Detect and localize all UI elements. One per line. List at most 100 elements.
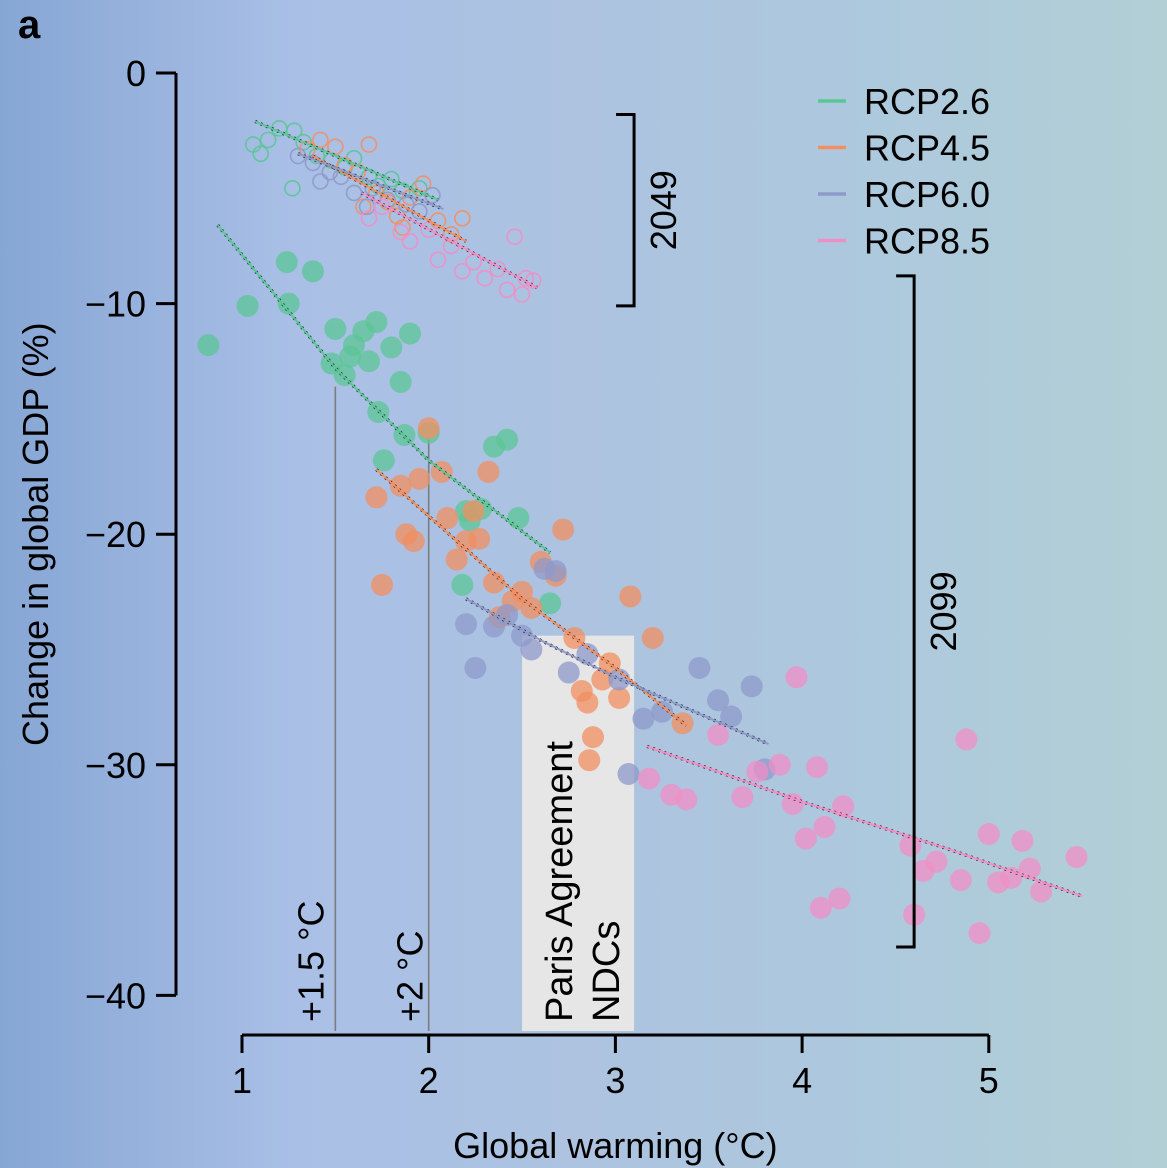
point-2099-rcp60-13 (651, 700, 674, 723)
point-2099-rcp26-0 (197, 334, 220, 357)
point-2049-rcp85-0 (360, 209, 378, 227)
point-2099-rcp26-18 (399, 322, 422, 345)
point-2049-rcp85-7 (454, 263, 471, 280)
point-2099-rcp60-15 (707, 689, 730, 712)
point-2099-rcp26-20 (451, 573, 474, 596)
panel-label: a (18, 3, 41, 47)
point-2099-rcp26-25 (496, 428, 519, 451)
point-2099-rcp85-27 (1030, 880, 1053, 903)
point-2099-rcp85-20 (955, 728, 978, 751)
point-2099-rcp60-11 (617, 763, 640, 786)
point-2099-rcp60-5 (520, 638, 543, 661)
point-2099-rcp45-21 (552, 518, 575, 541)
y-tick-label: −40 (85, 975, 146, 1016)
point-2099-rcp60-3 (496, 603, 519, 626)
point-2099-rcp85-11 (809, 896, 832, 919)
point-2099-rcp60-17 (740, 675, 763, 698)
point-2099-rcp45-13 (477, 460, 500, 483)
point-2099-rcp45-30 (619, 585, 642, 608)
point-2099-rcp45-9 (445, 548, 468, 571)
fit-line-2099-rcp60 (465, 597, 769, 745)
point-2099-rcp45-2 (389, 474, 412, 497)
point-2099-rcp85-13 (828, 887, 851, 910)
point-2099-rcp45-8 (436, 507, 459, 530)
point-2099-rcp26-3 (277, 292, 300, 315)
point-2099-rcp85-6 (768, 753, 791, 776)
point-2099-rcp45-24 (576, 691, 599, 714)
point-2099-rcp85-9 (794, 827, 817, 850)
bracket-2049 (616, 113, 636, 308)
point-2099-rcp85-3 (707, 723, 730, 746)
fit-line-2049-rcp85 (361, 192, 538, 289)
point-2099-rcp26-27 (539, 592, 562, 615)
point-2099-rcp85-4 (731, 786, 754, 809)
point-2099-rcp45-25 (581, 726, 604, 749)
point-2099-rcp60-8 (557, 661, 580, 684)
point-2099-rcp26-15 (380, 336, 403, 359)
threshold-label-15: +1.5 °C (290, 901, 331, 1022)
y-tick-label: 0 (126, 53, 146, 94)
x-tick-label: 4 (792, 1060, 812, 1101)
fit-line-2099-rcp26 (216, 224, 551, 554)
legend-label-rcp45: RCP4.5 (864, 128, 990, 169)
point-2099-rcp85-26 (1018, 857, 1041, 880)
point-2049-rcp26-1 (259, 131, 277, 149)
point-2099-rcp45-12 (468, 527, 491, 550)
point-2049-rcp60-10 (312, 173, 329, 190)
legend-label-rcp26: RCP2.6 (864, 81, 990, 122)
threshold-lines (334, 386, 430, 1031)
point-2099-rcp85-5 (746, 760, 769, 783)
point-2099-rcp60-14 (688, 656, 711, 679)
point-2049-rcp85-5 (429, 251, 447, 269)
point-2099-rcp45-4 (402, 530, 425, 553)
point-2099-rcp26-12 (365, 311, 388, 334)
bracket-label-2099: 2099 (923, 571, 964, 651)
point-2099-rcp26-11 (357, 350, 380, 373)
y-axis: 0 −10 −20 −30 −40 (85, 53, 178, 1016)
bracket-line (896, 274, 916, 949)
y-tick-label: −30 (85, 745, 146, 786)
x-tick-label: 3 (605, 1060, 625, 1101)
bracket-line (616, 113, 636, 308)
point-2099-rcp85-14 (832, 795, 855, 818)
point-2099-rcp60-7 (544, 560, 567, 583)
fit-line-2049-rcp26 (254, 120, 439, 201)
ndc-label-line1: Paris Agreement (539, 741, 581, 1022)
point-2099-rcp45-11 (462, 500, 485, 523)
point-2099-rcp26-14 (372, 449, 395, 472)
ndc-label-line2: NDCs (586, 921, 628, 1022)
point-2049-rcp45-5 (360, 136, 378, 153)
point-2099-rcp45-6 (417, 417, 440, 440)
point-2099-rcp45-5 (408, 467, 431, 490)
x-axis: 1 2 3 4 5 (232, 1033, 999, 1101)
y-axis-label: Change in global GDP (%) (15, 322, 56, 746)
point-2049-rcp45-13 (454, 209, 471, 227)
x-tick-label: 2 (419, 1060, 439, 1101)
y-tick-label: −10 (85, 284, 146, 325)
point-2099-rcp26-4 (301, 260, 324, 283)
point-2099-rcp85-21 (968, 922, 991, 945)
point-2099-rcp26-2 (275, 251, 298, 274)
point-2099-rcp60-0 (455, 613, 478, 636)
point-2049-rcp85-9 (476, 269, 494, 287)
bracket-2099 (896, 274, 916, 949)
legend-label-rcp85: RCP8.5 (864, 221, 990, 262)
fit-lines-layer (216, 119, 1083, 898)
point-2099-rcp26-26 (507, 507, 530, 530)
legend-label-rcp60: RCP6.0 (864, 174, 990, 215)
point-2099-rcp85-7 (781, 793, 804, 816)
point-2049-rcp85-2 (392, 223, 409, 241)
point-2099-rcp85-28 (1065, 846, 1088, 869)
y-tick-label: −20 (85, 514, 146, 555)
point-2099-rcp45-0 (365, 486, 388, 509)
point-2049-rcp85-12 (506, 228, 523, 246)
point-2099-rcp85-22 (977, 822, 1000, 845)
point-2099-rcp85-15 (899, 834, 922, 857)
point-2099-rcp85-18 (925, 850, 948, 873)
point-2099-rcp85-8 (785, 666, 808, 689)
point-2099-rcp85-10 (806, 756, 829, 779)
point-2099-rcp60-16 (720, 705, 743, 728)
point-2099-rcp45-17 (511, 580, 534, 603)
point-2049-rcp26-15 (284, 180, 301, 197)
